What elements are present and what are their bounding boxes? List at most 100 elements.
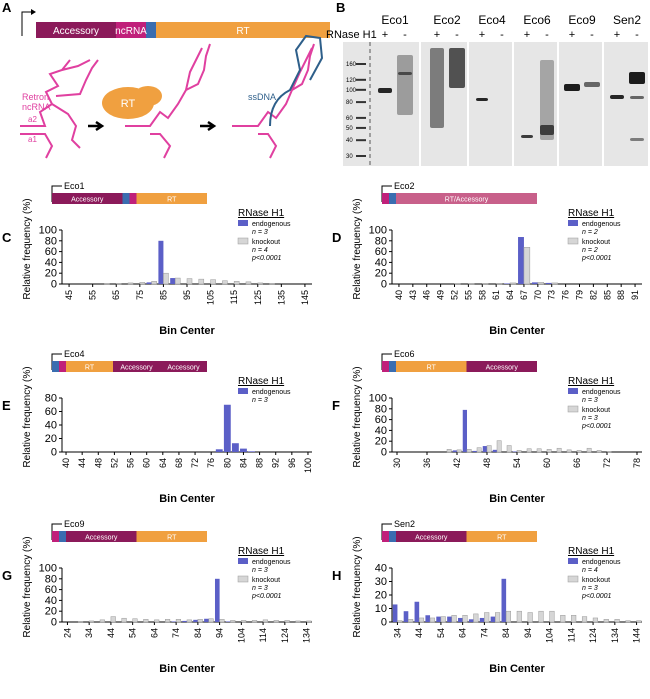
bar [446, 449, 452, 453]
bar [560, 615, 566, 623]
x-tick-label: 40 [61, 458, 71, 468]
gel-band [378, 88, 392, 93]
y-axis-label: Relative frequency (%) [352, 366, 363, 467]
gene-name: Sen2 [394, 519, 415, 529]
legend-title: RNase H1 [238, 208, 285, 219]
x-tick-label: 36 [422, 458, 432, 468]
gene-segment-label: Accessory [486, 365, 519, 372]
y-tick-label: 40 [45, 595, 57, 607]
x-tick-label: 88 [616, 290, 626, 300]
bar [146, 282, 152, 284]
x-tick-label: 42 [452, 458, 462, 468]
gene-name: Eco2 [394, 181, 415, 191]
sample-size: n = 3 [252, 585, 268, 592]
treatment-sign: - [545, 29, 549, 41]
bar [429, 617, 435, 623]
x-tick-label: 75 [135, 290, 145, 300]
bar [581, 616, 588, 623]
y-axis-label: Relative frequency (%) [352, 198, 363, 299]
gene-segment-label: Accessory [167, 365, 200, 372]
treatment-sign: + [569, 29, 575, 41]
y-tick-label: 0 [51, 617, 57, 629]
y-tick-label: 0 [381, 617, 387, 629]
gene-segment-label: RT [167, 197, 177, 204]
x-axis-label: Bin Center [159, 493, 215, 505]
bar [495, 612, 501, 623]
bar [99, 619, 105, 623]
bar [248, 451, 255, 452]
gel-band [521, 135, 533, 138]
bar [576, 450, 582, 453]
bar [586, 447, 592, 453]
gene-label: ncRNA [115, 26, 147, 37]
x-tick-label: 74 [171, 628, 181, 638]
x-tick-label: 66 [572, 458, 582, 468]
panel-letter: H [332, 568, 341, 583]
y-tick-label: 20 [375, 436, 387, 448]
x-tick-label: 78 [632, 458, 642, 468]
gene-segment [113, 361, 160, 372]
y-axis-label: Relative frequency (%) [22, 536, 33, 637]
x-tick-label: 58 [477, 290, 487, 300]
gene-segment-label: Accessory [120, 365, 153, 372]
y-tick-label: 60 [45, 246, 57, 258]
bar [284, 620, 290, 623]
x-tick-label: 80 [222, 458, 232, 468]
ncrna-structures [20, 43, 315, 159]
p-value: p<0.0001 [581, 593, 611, 600]
panel-letter: A [2, 0, 12, 15]
sample-size: n = 4 [252, 247, 268, 254]
bar [506, 445, 512, 453]
x-axis-label: Bin Center [489, 493, 545, 505]
bar [536, 448, 542, 453]
gene-segment [52, 193, 123, 204]
gene-segment-label: Accessory [71, 197, 104, 204]
x-tick-label: 34 [84, 628, 94, 638]
x-tick-label: 64 [505, 290, 515, 300]
x-tick-label: 52 [450, 290, 460, 300]
bar [549, 610, 555, 623]
gene-segment [136, 193, 207, 204]
x-tick-label: 134 [610, 628, 620, 643]
x-tick-label: 24 [62, 628, 72, 638]
bar [531, 282, 538, 284]
bar [546, 449, 552, 453]
gel-band [476, 98, 488, 101]
x-tick-label: 94 [215, 628, 225, 638]
legend-label: endogenous [252, 221, 291, 228]
x-tick-label: 48 [482, 458, 492, 468]
sample-size: n = 3 [582, 415, 598, 422]
legend-swatch [238, 220, 248, 226]
gel-band [564, 84, 580, 91]
bar [230, 620, 236, 623]
bar [163, 272, 169, 285]
bar [408, 619, 414, 623]
gel-band [397, 55, 413, 115]
bar [165, 619, 171, 623]
gene-rt [156, 22, 330, 38]
ladder-label: 80 [346, 100, 353, 106]
x-tick-label: 84 [193, 628, 203, 638]
gene-label: Accessory [53, 26, 99, 37]
legend-label: endogenous [582, 389, 621, 396]
x-tick-label: 76 [206, 458, 216, 468]
arrows [88, 120, 217, 132]
bar [527, 612, 533, 623]
x-tick-label: 114 [258, 628, 268, 642]
gene-name: Eco1 [64, 181, 85, 191]
legend-label: knockout [582, 577, 610, 584]
bar [516, 610, 522, 623]
x-tick-label: 55 [463, 290, 473, 300]
bar [479, 617, 485, 622]
bar [233, 281, 240, 285]
y-tick-label: 80 [375, 403, 387, 415]
bar [257, 282, 264, 285]
x-tick-label: 144 [632, 628, 642, 643]
treatment-sign: - [635, 29, 639, 41]
y-axis-label: Relative frequency (%) [352, 536, 363, 637]
bar [171, 621, 177, 622]
bar [505, 610, 511, 623]
x-tick-label: 84 [238, 458, 248, 468]
gene-segment [382, 531, 389, 542]
bar [170, 278, 176, 284]
